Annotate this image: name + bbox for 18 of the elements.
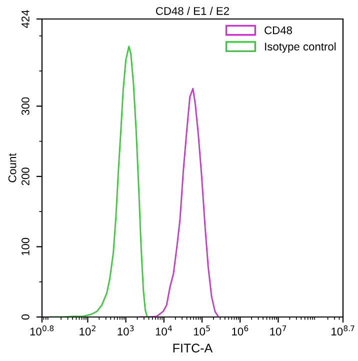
chart-title: CD48 / E1 / E2 (156, 6, 229, 15)
legend-label: CD48 (264, 26, 292, 34)
x-axis-title: FITC-A (173, 344, 213, 353)
y-axis-title: Count (8, 153, 16, 182)
y-tick-label: 0 (22, 314, 30, 320)
x-tick-label: 10$^{3}$ (118, 325, 134, 336)
y-tick-label: 100 (22, 238, 30, 256)
legend-label: Isotype control (265, 42, 336, 53)
x-tick-label: 10$^{6}$ (232, 325, 248, 336)
x-tick-label: 10$^{8.7}$ (332, 325, 354, 336)
x-tick-label: 10$^{7}$ (270, 325, 286, 336)
x-tick-label: 10$^{0.8}$ (30, 325, 54, 336)
y-tick-label: 300 (22, 97, 30, 115)
x-tick-label: 10$^{5}$ (194, 325, 210, 336)
x-tick-label: 10$^{2}$ (80, 325, 96, 336)
y-tick-label: 424 (22, 10, 30, 28)
x-tick-label: 10$^{4}$ (156, 325, 172, 336)
y-tick-label: 200 (22, 168, 30, 186)
